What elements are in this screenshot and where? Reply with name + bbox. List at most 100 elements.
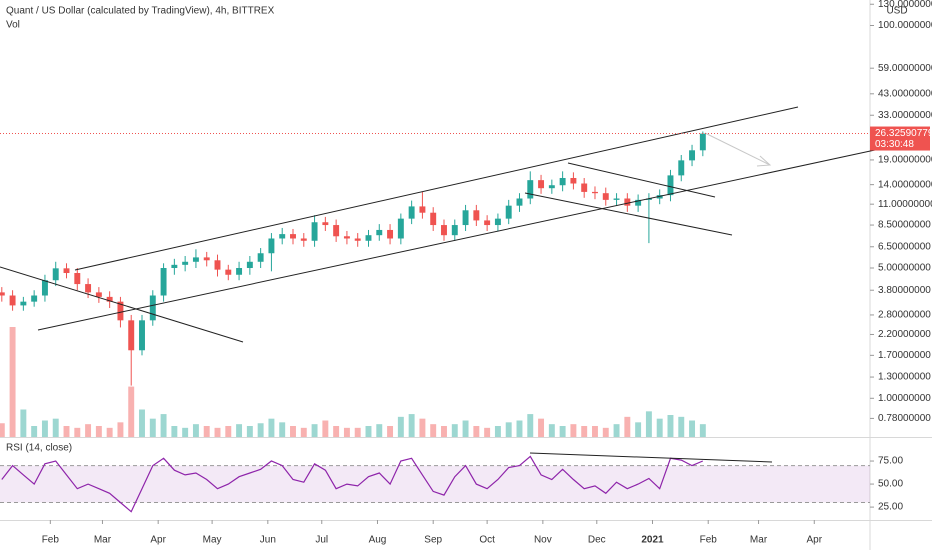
volume-bar bbox=[182, 427, 189, 437]
candle-body bbox=[182, 261, 189, 265]
volume-bar bbox=[322, 420, 329, 437]
candle-body bbox=[63, 268, 70, 274]
candle-body bbox=[699, 133, 706, 151]
y-tick-label: 3.80000000 bbox=[878, 285, 931, 296]
y-tick-label: 130.00000000 bbox=[878, 0, 932, 10]
candle-body bbox=[559, 177, 566, 186]
candle-body bbox=[667, 175, 674, 196]
candle-body bbox=[95, 292, 102, 297]
candle-body bbox=[581, 183, 588, 192]
candle-body bbox=[494, 218, 501, 226]
candle-body bbox=[645, 198, 652, 200]
volume-bar bbox=[74, 427, 81, 437]
x-tick-label: Nov bbox=[534, 535, 552, 546]
candle-body bbox=[527, 180, 534, 199]
candle-body bbox=[192, 257, 199, 262]
volume-bar bbox=[505, 422, 512, 437]
volume-bar bbox=[376, 424, 383, 437]
trend-line bbox=[567, 162, 716, 198]
candle-body bbox=[214, 260, 221, 270]
y-tick-label: 33.00000000 bbox=[878, 110, 932, 121]
y-tick-label: 59.00000000 bbox=[878, 63, 932, 74]
candle-body bbox=[85, 284, 92, 293]
volume-bar bbox=[408, 414, 415, 437]
trend-line bbox=[524, 192, 733, 236]
volume-bar bbox=[333, 426, 340, 437]
x-tick-label: Jul bbox=[315, 535, 328, 546]
volume-title: Vol bbox=[6, 20, 20, 31]
volume-bar bbox=[365, 426, 372, 437]
candle-body bbox=[300, 238, 307, 241]
volume-bar bbox=[581, 426, 588, 437]
volume-bar bbox=[236, 424, 243, 437]
y-tick-label: 11.00000000 bbox=[878, 199, 932, 210]
candle-body bbox=[139, 320, 145, 351]
volume-bar bbox=[387, 426, 394, 437]
volume-bar bbox=[548, 424, 555, 437]
volume-bar bbox=[279, 422, 286, 437]
rsi-tick-label: 50.00 bbox=[878, 479, 903, 490]
candle-body bbox=[160, 268, 167, 296]
volume-bar bbox=[311, 424, 318, 437]
candle-body bbox=[343, 236, 350, 239]
volume-bar bbox=[203, 426, 210, 437]
volume-bar bbox=[451, 424, 458, 437]
volume-bar bbox=[462, 420, 469, 437]
x-tick-label: Aug bbox=[369, 535, 387, 546]
candle-body bbox=[592, 191, 598, 194]
candle-body bbox=[41, 280, 48, 296]
candle-body bbox=[430, 212, 437, 226]
candle-body bbox=[225, 269, 232, 275]
candle-body bbox=[290, 234, 296, 239]
candle-body bbox=[236, 268, 243, 275]
volume-bar bbox=[20, 409, 27, 437]
volume-bar bbox=[592, 426, 598, 437]
x-tick-label: Apr bbox=[150, 535, 166, 546]
candle-body bbox=[20, 301, 27, 306]
x-tick-label: Feb bbox=[700, 535, 718, 546]
volume-bar bbox=[160, 414, 167, 437]
rsi-tick-label: 75.00 bbox=[878, 456, 903, 467]
x-tick-label: Oct bbox=[479, 535, 495, 546]
rsi-band bbox=[0, 465, 870, 503]
x-tick-label: 2021 bbox=[641, 535, 664, 546]
candle-body bbox=[538, 180, 545, 189]
candle-body bbox=[602, 193, 609, 200]
candle-body bbox=[451, 225, 458, 236]
x-tick-label: Sep bbox=[424, 535, 442, 546]
volume-bar bbox=[192, 424, 199, 437]
candle-body bbox=[311, 222, 318, 241]
volume-bar bbox=[613, 424, 620, 437]
arrow-shaft bbox=[704, 132, 771, 166]
volume-bar bbox=[397, 416, 404, 437]
trend-line bbox=[74, 106, 799, 271]
volume-bar bbox=[699, 424, 706, 437]
chart-title: Quant / US Dollar (calculated by Trading… bbox=[6, 6, 275, 17]
volume-bar bbox=[678, 416, 685, 437]
volume-bar bbox=[95, 426, 102, 437]
y-tick-label: 1.70000000 bbox=[878, 350, 931, 361]
volume-bar bbox=[268, 418, 275, 437]
x-tick-label: May bbox=[203, 535, 222, 546]
volume-bar bbox=[667, 415, 674, 437]
volume-bar bbox=[31, 426, 38, 437]
volume-bar bbox=[602, 427, 609, 437]
candle-body bbox=[106, 296, 113, 302]
last-price-label: 26.32590779 bbox=[875, 128, 932, 139]
candle-body bbox=[171, 264, 178, 269]
y-tick-label: 2.20000000 bbox=[878, 329, 931, 340]
volume-bar bbox=[635, 422, 642, 437]
y-tick-label: 0.78000000 bbox=[878, 413, 931, 424]
volume-bar bbox=[656, 418, 663, 437]
volume-bar bbox=[645, 411, 652, 437]
arrow-head bbox=[756, 155, 772, 167]
volume-bar bbox=[538, 418, 545, 437]
candle-body bbox=[462, 210, 469, 226]
candle-body bbox=[246, 261, 253, 269]
volume-bar bbox=[171, 426, 178, 437]
x-tick-label: Dec bbox=[588, 535, 606, 546]
candle-body bbox=[516, 198, 523, 206]
currency: USD bbox=[886, 6, 907, 17]
